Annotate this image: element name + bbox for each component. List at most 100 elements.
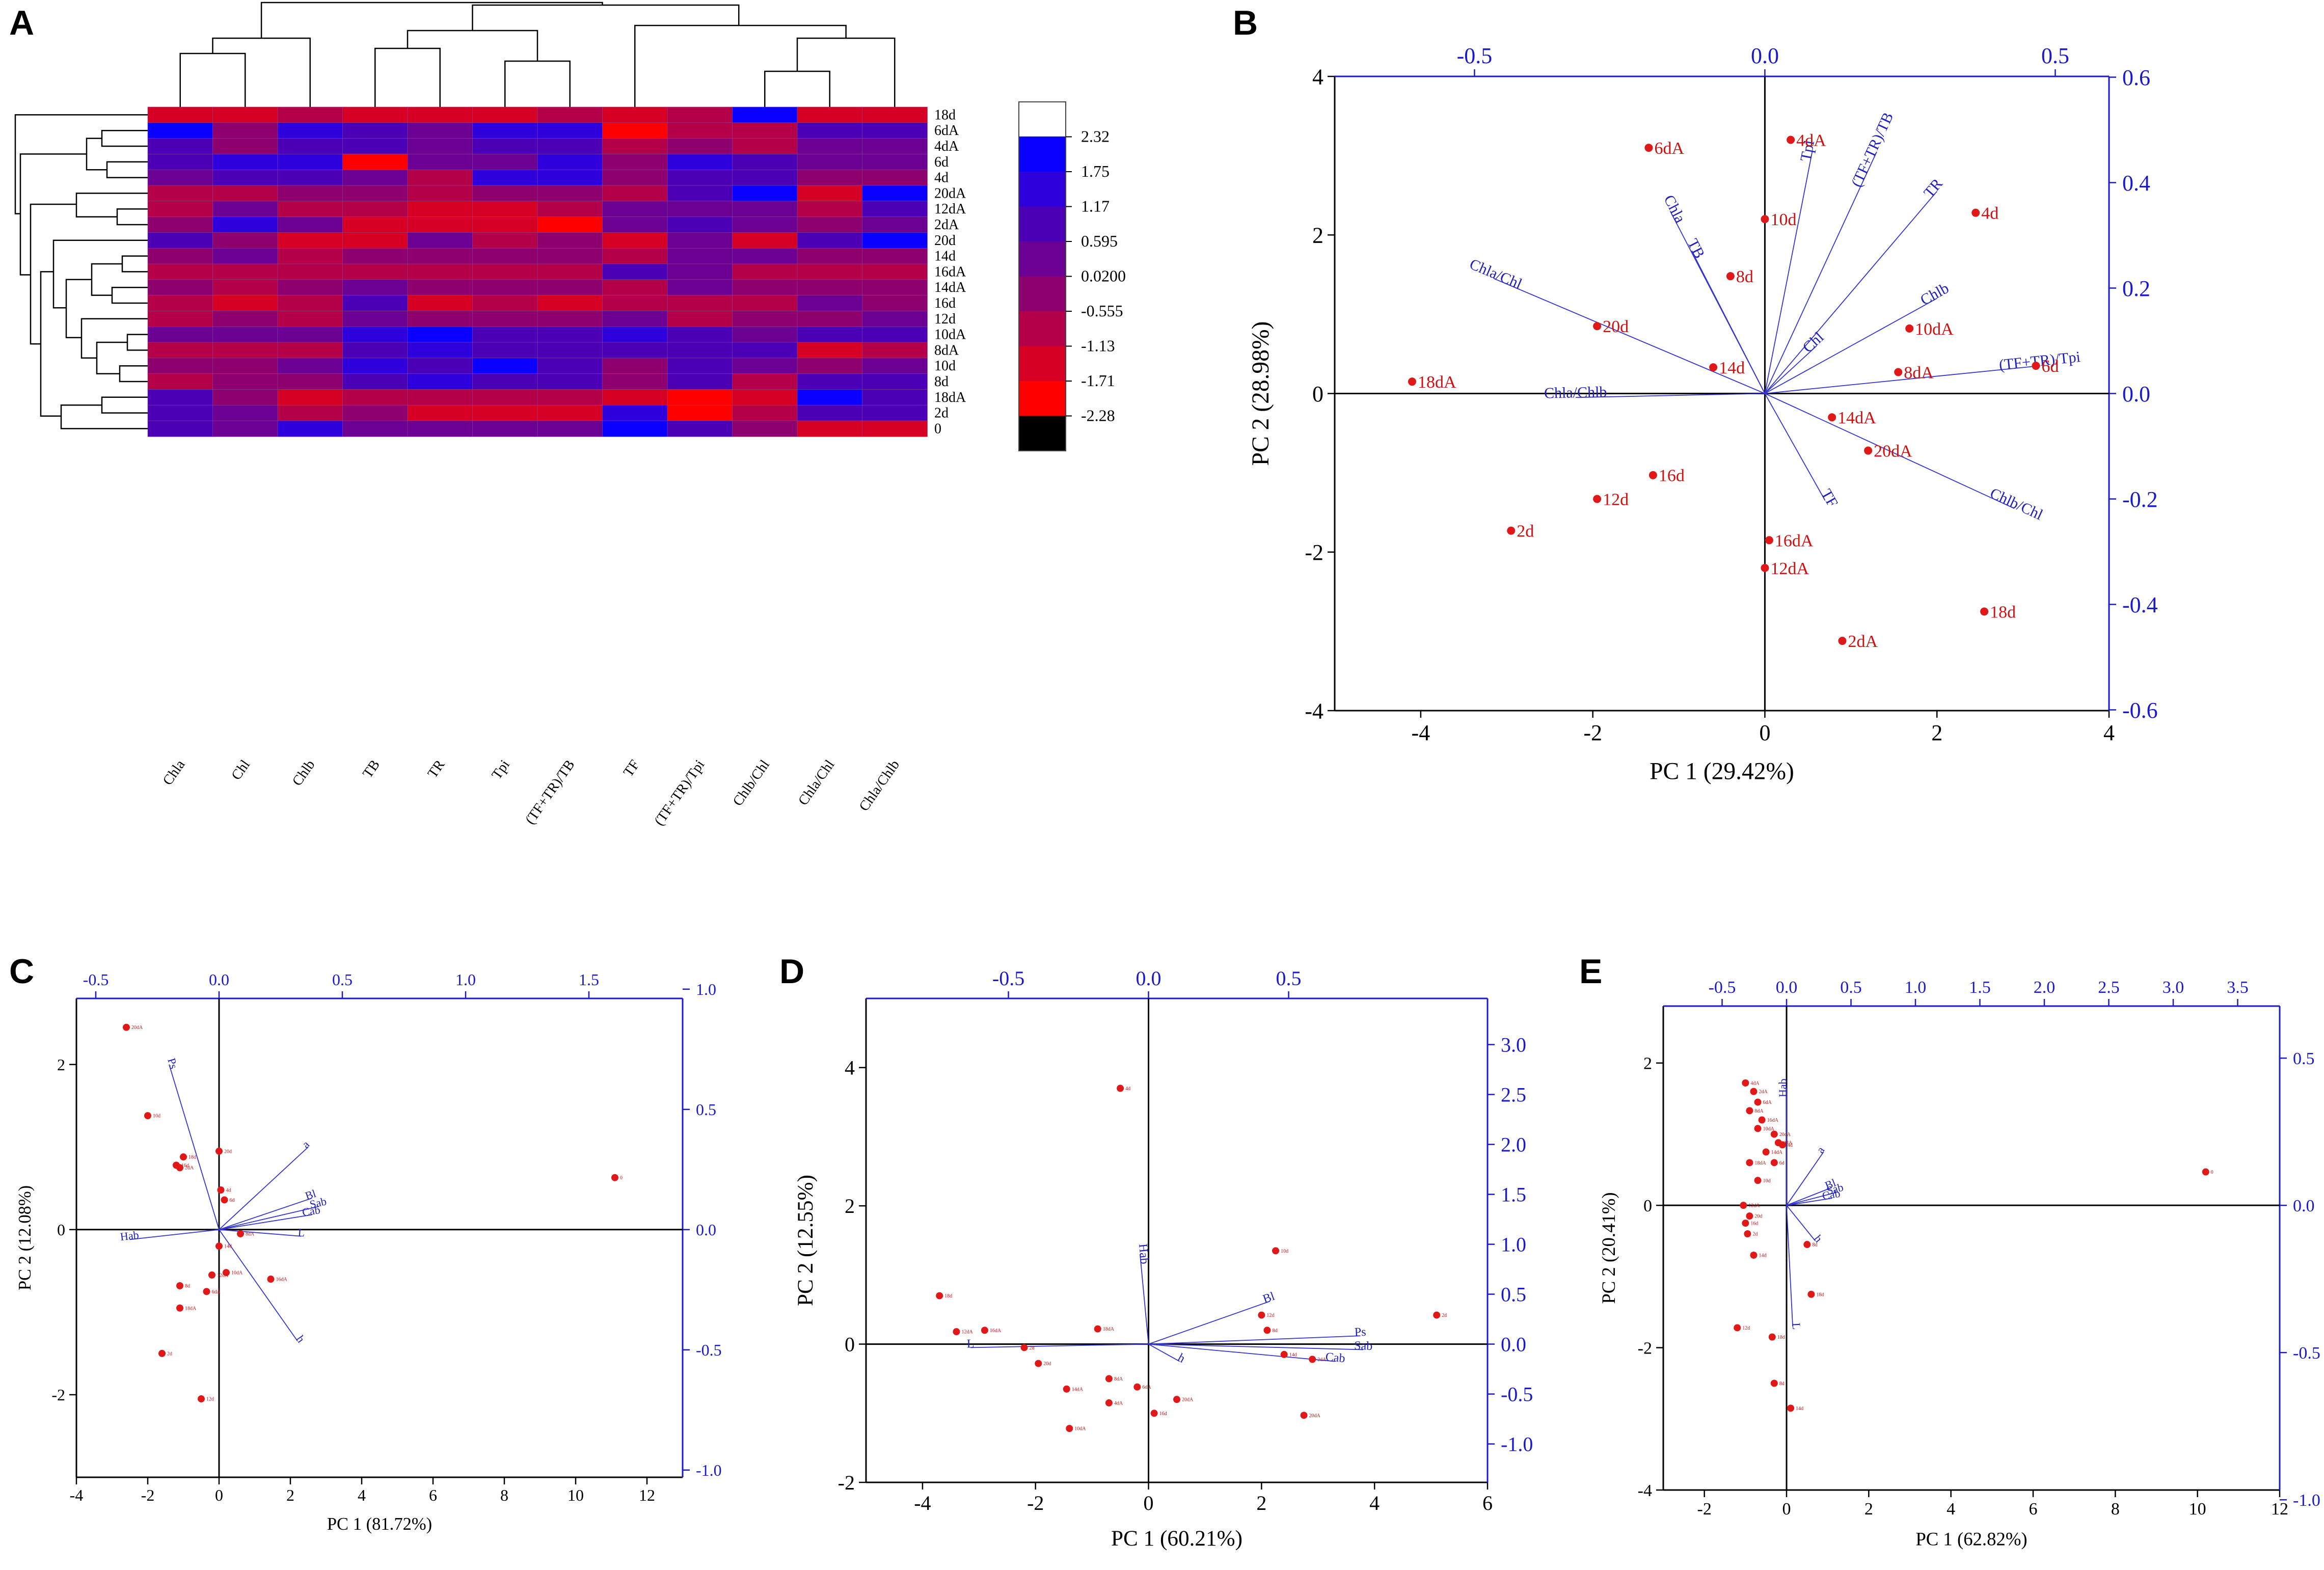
heatmap-cell-0-6 [537,420,603,437]
score-point [176,1164,183,1172]
row-label: 2d [934,405,949,421]
loading-vector [219,1206,319,1230]
score-label: 8d [1736,267,1753,286]
heatmap-cell-4d-6 [537,169,603,186]
heatmap-cell-14d-11 [862,248,928,264]
heatmap-cell-16d-10 [797,295,863,312]
score-label: 16dA [276,1277,288,1283]
legend-swatch [1019,241,1066,277]
score-label: 14d [1759,1253,1766,1258]
dendrogram-link [634,24,847,107]
loading-vector [1764,345,1817,394]
heatmap-cell-8dA-3 [342,342,408,359]
heatmap-cell-10dA-0 [147,326,213,343]
score-label: 0 [620,1175,623,1181]
heatmap-cell-6d-9 [732,154,798,170]
heatmap-cell-10d-6 [537,358,603,374]
heatmap-cell-4d-8 [667,169,733,186]
heatmap-cell-12d-9 [732,311,798,328]
heatmap-cell-10d-4 [407,358,473,374]
heatmap-cell-0-0 [147,420,213,437]
heatmap-cell-20d-9 [732,232,798,249]
panel-b: -4 -2 0 2 4 -4 -2 0 2 4 -0.5 0.0 0.5 -0.6 -0.4 -0.2 0.0 0… [1248,43,2158,784]
heatmap-cell-8d-3 [342,373,408,390]
heatmap-cell-4d-7 [602,169,668,186]
heatmap-cell-10dA-6 [537,326,603,343]
score-label: 6dA [1142,1385,1151,1390]
heatmap-cell-4d-11 [862,169,928,186]
column-label: TR [425,757,448,781]
loading-vector [1764,151,1813,394]
score-label: 18d [1990,603,2016,621]
heatmap-cell-18dA-9 [732,389,798,406]
heatmap-cell-8d-9 [732,373,798,390]
score-label: 6dA [1654,139,1684,158]
heatmap-cell-10d-7 [602,358,668,374]
dendrogram-link [472,4,740,31]
legend-swatch [1019,381,1066,416]
top-tick-label: -0.5 [992,967,1024,990]
score-point [1593,322,1602,331]
legend-tick-label: 0.595 [1081,232,1118,250]
x-tick-label: -2 [141,1486,155,1504]
row-label: 4d [934,170,949,186]
x-tick-label: 2 [1256,1492,1266,1514]
score-label: 2dA [185,1166,194,1171]
score-point [1408,377,1416,386]
row-label: 16dA [934,264,966,280]
heatmap-cell-12d-1 [212,311,278,328]
right-tick-label: 1.5 [1501,1183,1526,1206]
heatmap-cell-12d-11 [862,311,928,328]
dendrogram-link [260,2,603,38]
score-label: 16d [1159,1411,1167,1417]
y-tick-label: 2 [1312,223,1323,248]
x-tick-label: 0 [1144,1492,1154,1514]
column-label: Chlb/Chl [730,757,773,809]
score-label: 16dA [1767,1118,1779,1123]
heatmap-cell-10dA-4 [407,326,473,343]
heatmap-cell-6d-11 [862,154,928,170]
x-tick-label: 10 [568,1486,584,1504]
loading-vector [1148,1343,1180,1362]
x-tick-label: -2 [1583,720,1602,745]
dendrogram-link [101,396,148,414]
row-label: 4dA [934,139,959,154]
heatmap-cell-16dA-4 [407,263,473,280]
heatmap-cell-2dA-7 [602,216,668,233]
right-tick-label: 0.4 [2122,171,2150,196]
x-tick-label: 4 [358,1486,366,1504]
score-point [1272,1247,1280,1255]
top-tick-label: 2.5 [2098,978,2120,997]
heatmap-cell-10d-11 [862,358,928,374]
loading-label: Sab [1354,1339,1373,1353]
score-point [953,1328,960,1336]
heatmap-cell-10dA-2 [277,326,343,343]
heatmap-cell-18d-9 [732,106,798,123]
loading-label: Cab [1821,1187,1841,1202]
y-tick-label: -4 [1638,1481,1652,1500]
score-label: 20dA [1874,442,1912,461]
y-tick-label: -2 [51,1386,65,1404]
heatmap-cell-18dA-6 [537,389,603,406]
heatmap-cell-20d-3 [342,232,408,249]
score-point [1761,215,1769,224]
heatmap-cell-6dA-0 [147,122,213,139]
score-label: 8dA [1904,363,1934,382]
heatmap-cell-16dA-7 [602,263,668,280]
score-label: 12dA [961,1330,973,1335]
dendrogram-link [80,318,148,359]
heatmap-cell-2dA-2 [277,216,343,233]
y-tick-label: -2 [1638,1339,1652,1358]
score-label: 12dA [1770,559,1809,578]
score-label: 8dA [1754,1108,1764,1114]
heatmap-cell-14d-4 [407,248,473,264]
heatmap-cell-16dA-0 [147,263,213,280]
heatmap-cell-8dA-8 [667,342,733,359]
legend-swatch [1019,416,1066,451]
top-tick-label: 1.5 [1969,978,1991,997]
heatmap-cell-8d-7 [602,373,668,390]
heatmap-cell-10dA-10 [797,326,863,343]
x-tick-label: 4 [1947,1500,1955,1519]
score-point [1807,1290,1815,1298]
